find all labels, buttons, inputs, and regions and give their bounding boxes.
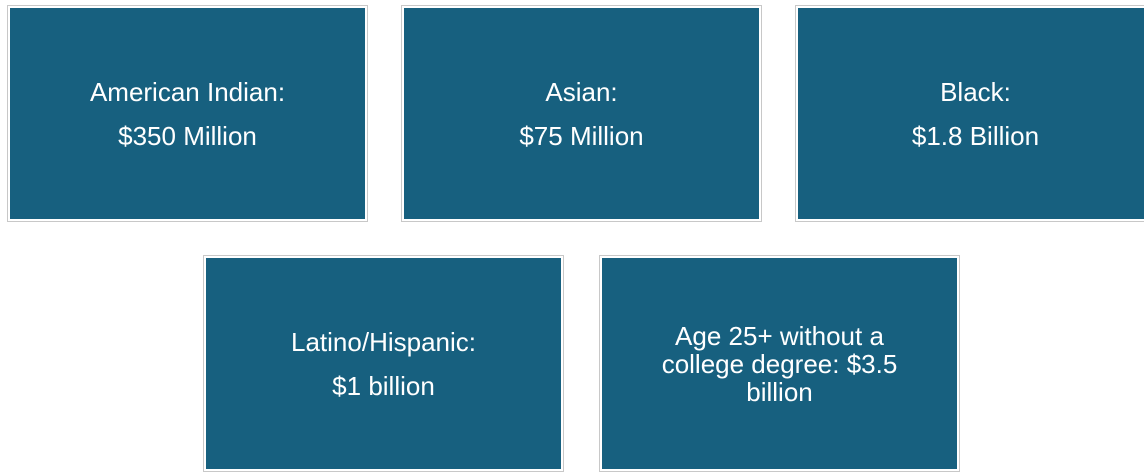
tile-body: Age 25+ without a college degree: $3.5 b… bbox=[602, 258, 957, 469]
tile-label: Latino/Hispanic: bbox=[291, 326, 476, 357]
tile-label: Black: bbox=[940, 76, 1011, 107]
tile-value: $350 Million bbox=[118, 120, 257, 151]
tile: American Indian: $350 Million bbox=[7, 5, 368, 222]
tile: Latino/Hispanic: $1 billion bbox=[203, 255, 564, 472]
tile: Age 25+ without a college degree: $3.5 b… bbox=[599, 255, 960, 472]
tile-value: $75 Million bbox=[519, 120, 644, 151]
tile-label: American Indian: bbox=[89, 76, 286, 107]
tile: Asian: $75 Million bbox=[401, 5, 762, 222]
tile-body: Asian: $75 Million bbox=[404, 8, 759, 219]
tile: Black: $1.8 Billion bbox=[795, 5, 1144, 222]
tile-body: Black: $1.8 Billion bbox=[798, 8, 1144, 219]
tile-label: Asian: bbox=[545, 76, 618, 107]
tile-body: Latino/Hispanic: $1 billion bbox=[206, 258, 561, 469]
tile-body: American Indian: $350 Million bbox=[10, 8, 365, 219]
tile-value: $1 billion bbox=[332, 370, 435, 401]
tile-text: Age 25+ without a college degree: $3.5 b… bbox=[661, 320, 898, 407]
tile-value: $1.8 Billion bbox=[911, 120, 1040, 151]
